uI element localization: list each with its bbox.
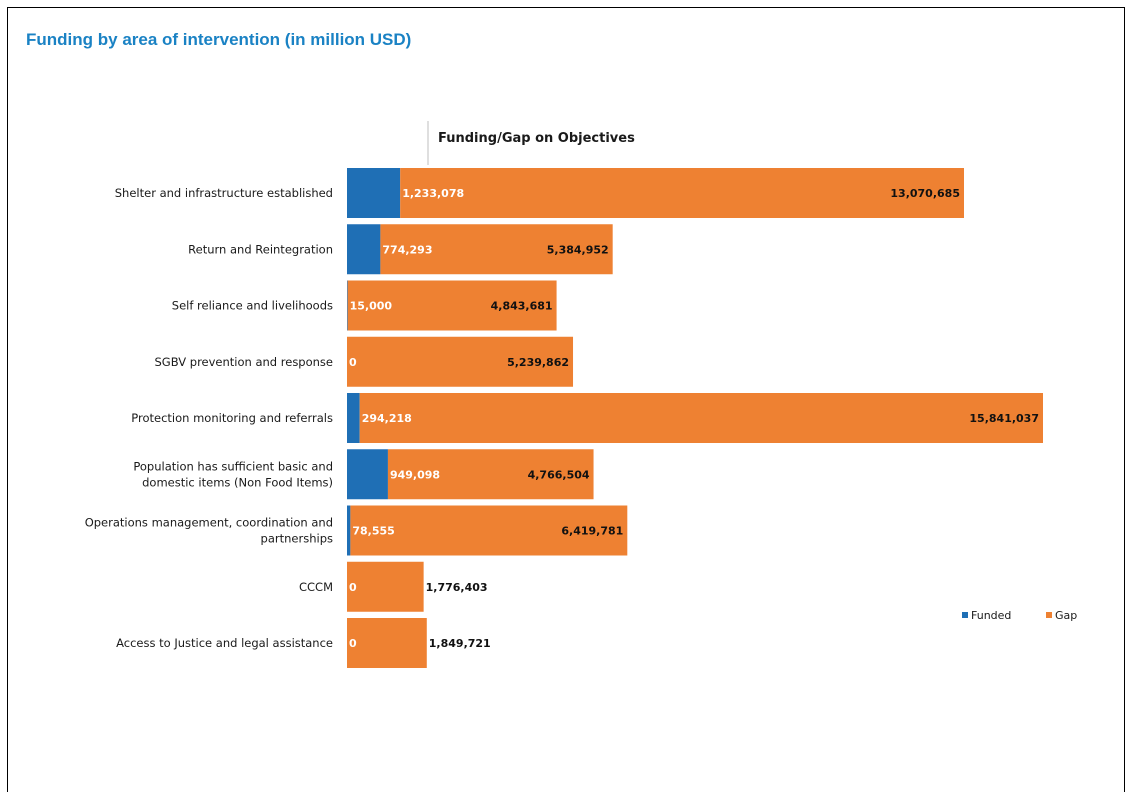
category-label: CCCM bbox=[299, 580, 333, 594]
funded-bar bbox=[347, 505, 351, 556]
funded-value-label: 0 bbox=[349, 637, 357, 650]
chart-title: Funding/Gap on Objectives bbox=[438, 131, 635, 146]
gap-value-label: 15,841,037 bbox=[969, 412, 1039, 425]
category-label: domestic items (Non Food Items) bbox=[142, 475, 333, 489]
legend-swatch-funded bbox=[962, 612, 968, 618]
gap-value-label: 5,239,862 bbox=[507, 356, 569, 369]
gap-value-label: 13,070,685 bbox=[890, 187, 960, 200]
legend-label-gap: Gap bbox=[1055, 609, 1077, 622]
category-label: Operations management, coordination and bbox=[85, 516, 333, 530]
frame-left-border bbox=[7, 7, 8, 792]
frame-right-border bbox=[1124, 7, 1125, 792]
page-title: Funding by area of intervention (in mill… bbox=[26, 30, 412, 49]
gap-bar bbox=[350, 505, 628, 556]
funded-value-label: 949,098 bbox=[390, 468, 440, 481]
funded-bar bbox=[347, 168, 401, 218]
funded-bar bbox=[347, 449, 388, 500]
category-label: partnerships bbox=[261, 532, 333, 546]
category-label: Self reliance and livelihoods bbox=[172, 299, 333, 313]
funded-bar bbox=[347, 393, 360, 443]
chart-legend: Funded Gap bbox=[962, 609, 1077, 622]
funded-value-label: 15,000 bbox=[350, 300, 393, 313]
funded-bar bbox=[347, 224, 381, 275]
gap-bar bbox=[387, 449, 594, 500]
gap-bar bbox=[380, 224, 613, 275]
gap-value-label: 4,766,504 bbox=[528, 468, 590, 481]
gap-value-label: 1,849,721 bbox=[429, 637, 491, 650]
category-label: Population has sufficient basic and bbox=[133, 459, 333, 473]
gap-bar bbox=[347, 561, 424, 612]
category-label: Access to Justice and legal assistance bbox=[116, 636, 333, 650]
category-label: Protection monitoring and referrals bbox=[131, 411, 333, 425]
gap-bar bbox=[347, 336, 574, 387]
funded-value-label: 1,233,078 bbox=[402, 187, 464, 200]
bar-area: Shelter and infrastructure established 1,… bbox=[85, 168, 1044, 668]
funded-value-label: 0 bbox=[349, 581, 357, 594]
legend-swatch-gap bbox=[1046, 612, 1052, 618]
funded-bar bbox=[347, 280, 348, 331]
gap-bar bbox=[359, 393, 1044, 443]
gap-bar bbox=[347, 280, 557, 331]
funded-value-label: 294,218 bbox=[362, 412, 412, 425]
gap-bar bbox=[400, 168, 964, 218]
frame-top-border bbox=[8, 7, 1125, 8]
funded-value-label: 0 bbox=[349, 356, 357, 369]
legend-label-funded: Funded bbox=[971, 609, 1011, 622]
category-label: SGBV prevention and response bbox=[155, 355, 334, 369]
gap-value-label: 1,776,403 bbox=[426, 581, 488, 594]
gap-value-label: 6,419,781 bbox=[561, 525, 623, 538]
category-label: Return and Reintegration bbox=[188, 242, 333, 256]
gap-value-label: 5,384,952 bbox=[547, 243, 609, 256]
gap-bar bbox=[347, 618, 427, 668]
category-label: Shelter and infrastructure established bbox=[115, 186, 333, 200]
funded-value-label: 774,293 bbox=[382, 243, 432, 256]
funded-value-label: 78,555 bbox=[352, 525, 394, 538]
gap-value-label: 4,843,681 bbox=[491, 300, 553, 313]
